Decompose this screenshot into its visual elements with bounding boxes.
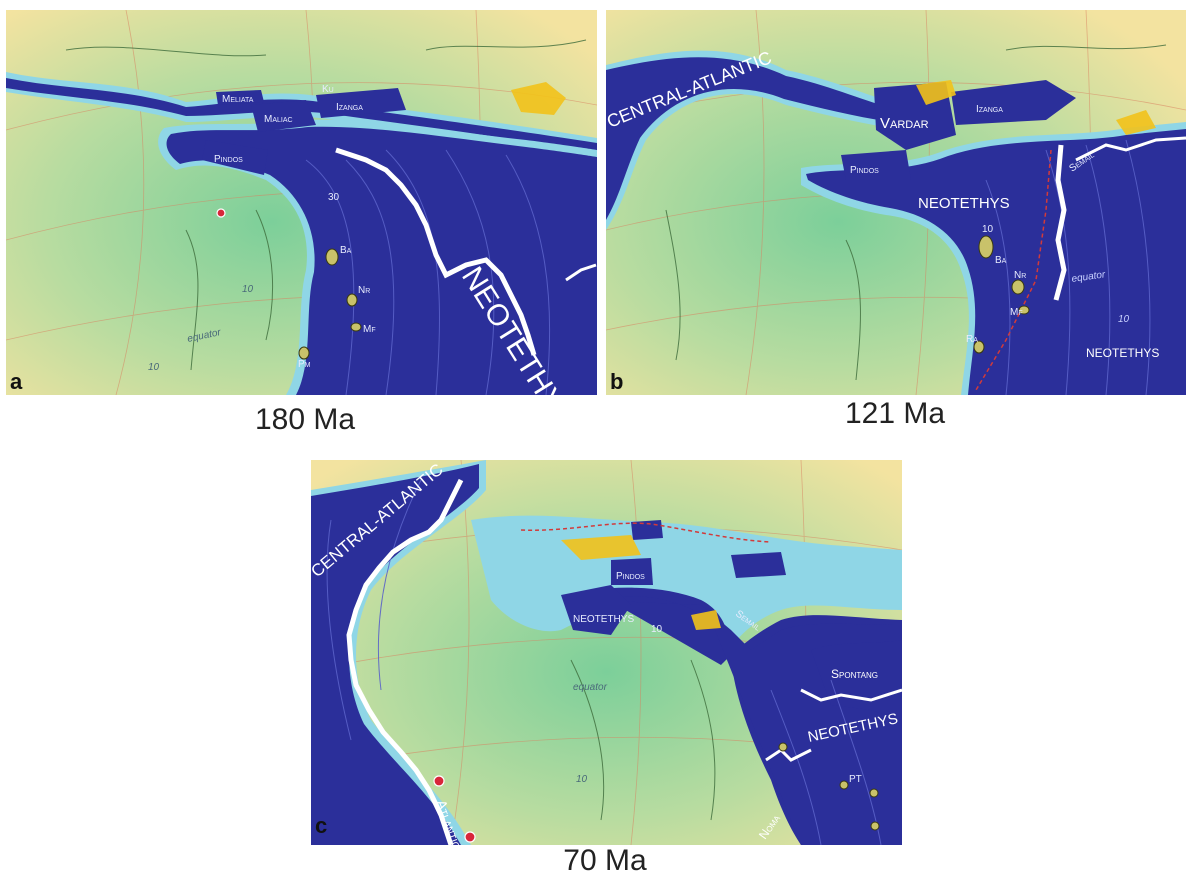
coastlines [65, 39, 587, 371]
seamount-ba [325, 248, 339, 266]
panel-letter-b: b [610, 369, 624, 394]
orogen-belt-east [1116, 110, 1156, 135]
age-label-c: 70 Ma [563, 844, 647, 877]
pindos-basin [611, 558, 653, 585]
neotethys-ocean [166, 126, 597, 395]
label-10-b: 10 [148, 362, 160, 373]
tethys-ridge-south [765, 748, 812, 762]
label-10-b: 10 [1118, 314, 1130, 325]
label-ra: Ra [966, 334, 978, 345]
east-basin [731, 552, 786, 578]
label-10-a: 10 [982, 224, 994, 235]
label-neotethys: NEOTETHYS [918, 195, 1010, 212]
isochrons [326, 479, 882, 845]
label-izanga: Izanga [336, 102, 363, 113]
spreading-ridge [335, 147, 537, 356]
label-equator: equator [573, 682, 608, 693]
label-neotethys-west: NEOTETHYS [573, 614, 634, 625]
spontang-basin [811, 640, 902, 720]
label-pindos: Pindos [616, 571, 645, 582]
seamount-ba [978, 235, 994, 259]
seamount [869, 788, 879, 798]
izanga-basin [316, 88, 406, 118]
orogen-belt-east [691, 610, 721, 630]
label-pm: Pm [298, 359, 311, 370]
label-neotethys-south: NEOTETHYS [1086, 346, 1159, 360]
central-atlantic-ocean [606, 57, 906, 220]
label-mf: Mf [363, 324, 376, 335]
hotspot-south [464, 831, 476, 843]
ridge-segment [1075, 136, 1186, 162]
neotethys-west-basin [561, 585, 631, 635]
label-vardar: Vardar [880, 115, 929, 132]
hotspot [433, 775, 445, 787]
subduction-trench [520, 522, 772, 543]
seamount-ridge [778, 742, 788, 752]
label-ba: Ba [340, 245, 352, 256]
hotspot [216, 208, 226, 218]
atlantic-ridge [346, 478, 464, 845]
isochrons [985, 139, 1151, 395]
seamount-mf [1018, 305, 1030, 315]
neotethys-ocean [806, 129, 1186, 395]
map-c-svg: CENTRAL-ATLANTIC Pindos NEOTETHYS Semail… [311, 460, 902, 845]
seamount-nr [346, 293, 358, 307]
seamount-pt [839, 780, 849, 790]
age-label-b: 121 Ma [844, 397, 946, 430]
label-ku: Ku [322, 84, 334, 95]
map-panel-b: CENTRAL-ATLANTIC Vardar Izanga Pindos NE… [606, 10, 1186, 395]
label-spontang: Spontang [831, 667, 878, 681]
label-nr: Nr [1014, 270, 1026, 281]
pindos-basin [202, 140, 268, 175]
label-ba: Ba [995, 255, 1007, 266]
map-b-svg: CENTRAL-ATLANTIC Vardar Izanga Pindos NE… [606, 10, 1186, 395]
orogen-belt [511, 82, 566, 115]
ridge-segment [565, 263, 597, 282]
label-pt: PT [849, 774, 862, 785]
spreading-ridge [1053, 144, 1067, 301]
izanga-basin [951, 80, 1076, 125]
map-panel-a: NEOTETHYS Pindos Maliac Meliata Izanga K… [6, 10, 597, 395]
central-atlantic-ocean [311, 464, 479, 845]
orogen-belt [916, 80, 956, 105]
label-pindos: Pindos [850, 165, 879, 176]
coastlines [570, 659, 716, 821]
maliac-basin [251, 100, 316, 132]
seamount-pm [298, 346, 310, 360]
pindos-basin [841, 150, 911, 180]
orogen-belt [561, 535, 641, 560]
subduction-trench [975, 149, 1052, 391]
age-label-a: 180 Ma [254, 403, 356, 436]
tethys-ridge [800, 688, 902, 702]
seamount-ra [973, 340, 985, 354]
label-pindos: Pindos [214, 154, 243, 165]
label-meliata: Meliata [222, 94, 254, 105]
label-izanga: Izanga [976, 104, 1003, 115]
label-mf: Mf [1010, 307, 1023, 318]
seamount-nr [1011, 279, 1025, 295]
seamount-south [870, 821, 880, 831]
map-panel-c: CENTRAL-ATLANTIC Pindos NEOTETHYS Semail… [311, 460, 902, 845]
label-10-a: 10 [242, 284, 254, 295]
seamount-mf [350, 322, 362, 332]
label-30: 30 [328, 192, 340, 203]
label-10-north: 10 [651, 624, 663, 635]
label-maliac: Maliac [264, 114, 293, 125]
panel-letter-c: c [315, 813, 328, 838]
panel-letter-a: a [10, 369, 23, 394]
label-nr: Nr [358, 285, 370, 296]
meliata-basin [216, 90, 264, 105]
label-equator: equator [1071, 269, 1107, 285]
map-a-svg: NEOTETHYS Pindos Maliac Meliata Izanga K… [6, 10, 597, 395]
coastlines [665, 44, 1167, 381]
label-10: 10 [576, 774, 588, 785]
